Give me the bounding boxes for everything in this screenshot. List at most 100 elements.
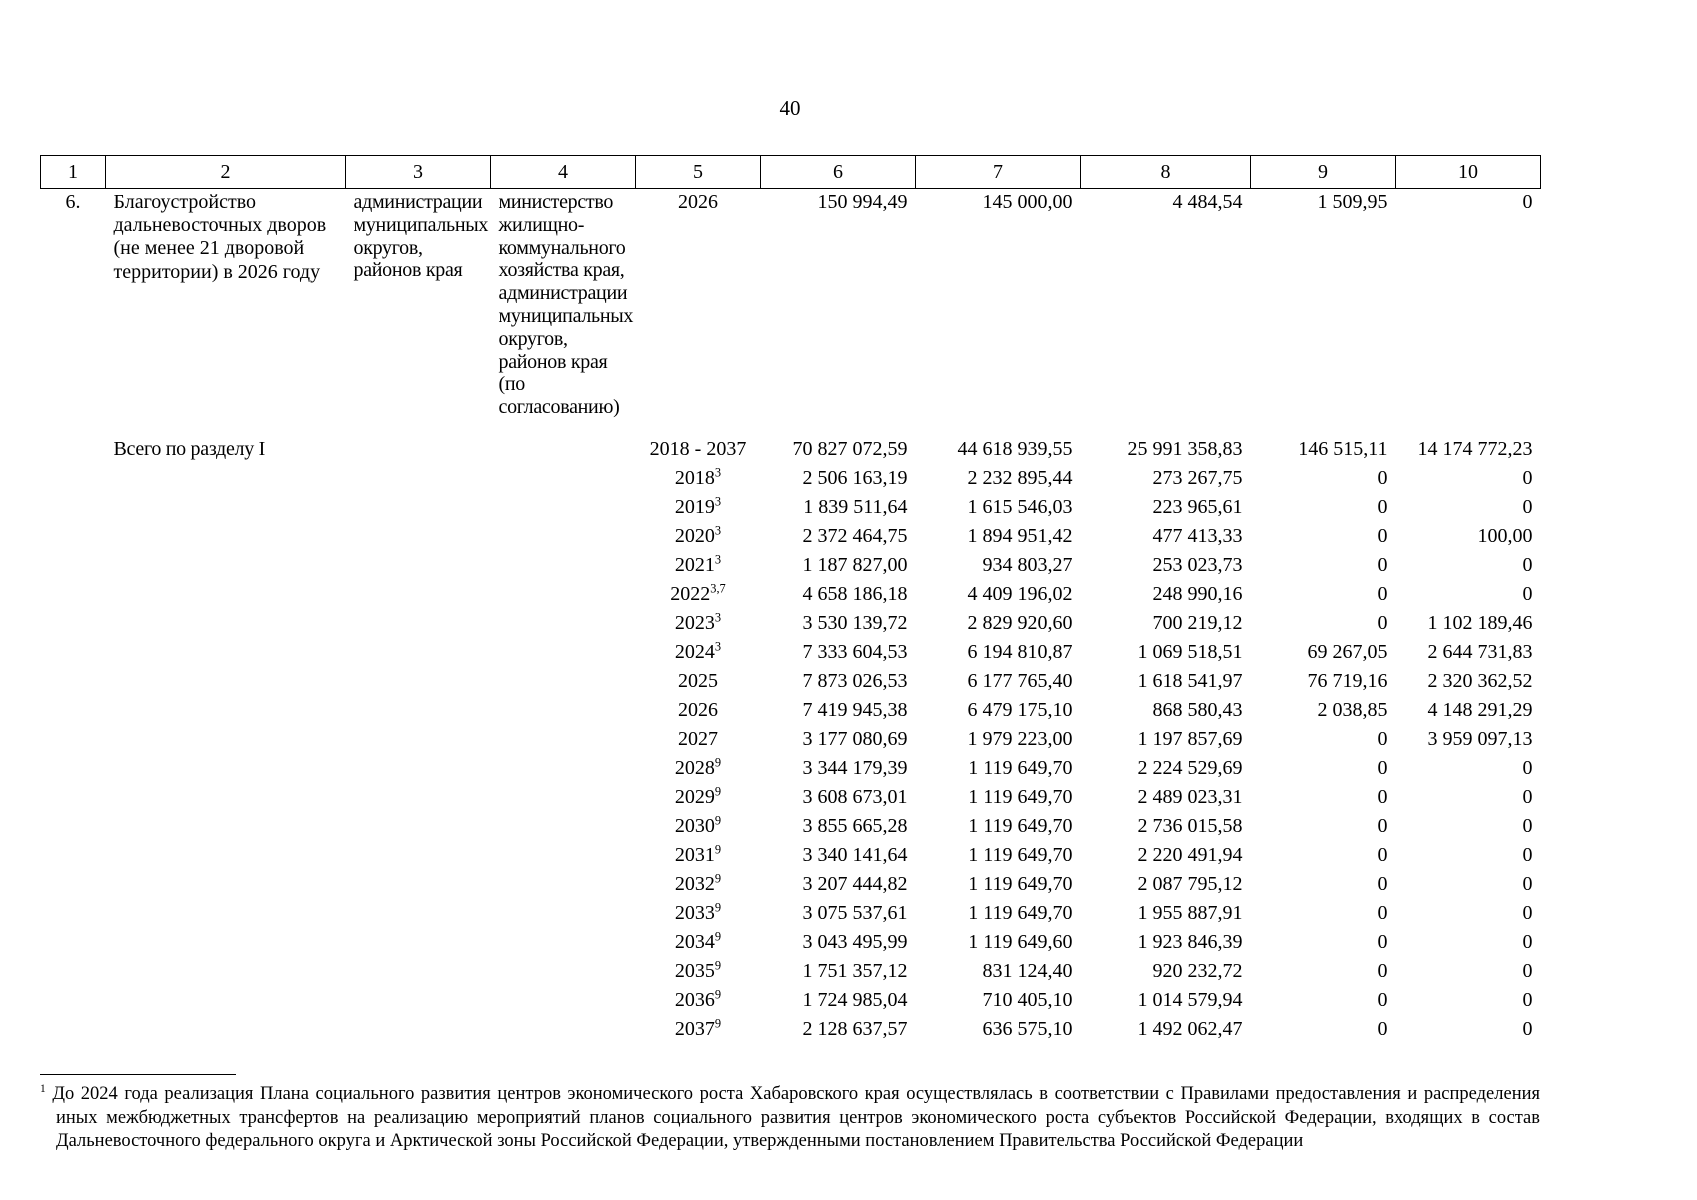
section-total-label (106, 870, 346, 899)
empty-cell (346, 609, 491, 638)
empty-cell (41, 696, 106, 725)
value-cell: 636 575,10 (982, 1017, 1073, 1040)
empty-cell (491, 899, 636, 928)
empty-cell (346, 812, 491, 841)
total-row: 20223,7 4 658 186,18 4 409 196,02 248 990,1… (41, 580, 1541, 609)
year-cell: 20349 (674, 929, 722, 953)
total-row: 20243 7 333 604,53 6 194 810,87 1 069 518,5… (41, 638, 1541, 667)
value-cell: 2 224 529,69 (1137, 756, 1243, 779)
value-cell: 1 618 541,97 (1137, 669, 1243, 692)
col-header-2: 2 (105, 155, 346, 189)
value-cell: 7 333 604,53 (802, 640, 908, 663)
empty-cell (491, 522, 636, 551)
value-cell: 1 119 649,70 (968, 843, 1073, 866)
year-cell: 20243 (674, 639, 722, 663)
value-cell: 253 023,73 (1152, 553, 1243, 576)
total-row: 20379 2 128 637,57 636 575,10 1 492 062,47 0… (41, 1015, 1541, 1044)
value-cell: 100,00 (1477, 524, 1533, 547)
total-row: 2025 7 873 026,53 6 177 765,40 1 618 541,97… (41, 667, 1541, 696)
value-cell: 0 (1522, 814, 1533, 837)
empty-cell (346, 464, 491, 493)
value-cell: 1 509,95 (1317, 191, 1388, 213)
value-cell: 1 014 579,94 (1137, 988, 1243, 1011)
section-total-label: Всего по разделу I (113, 437, 266, 460)
empty-cell (491, 421, 636, 464)
value-cell: 0 (1522, 988, 1533, 1011)
empty-cell (41, 464, 106, 493)
value-cell: 3 207 444,82 (802, 872, 908, 895)
empty-cell (491, 754, 636, 783)
empty-cell (491, 638, 636, 667)
value-cell: 0 (1522, 466, 1533, 489)
total-row: Всего по разделу I 2018 - 2037 70 827 072,… (41, 421, 1541, 464)
empty-cell (41, 957, 106, 986)
empty-cell (346, 421, 491, 464)
value-cell: 1 979 223,00 (967, 727, 1073, 750)
value-cell: 710 405,10 (982, 988, 1073, 1011)
total-row: 20213 1 187 827,00 934 803,27 253 023,73 0 0 (41, 551, 1541, 580)
value-cell: 3 959 097,13 (1427, 727, 1533, 750)
value-cell: 0 (1377, 814, 1388, 837)
value-cell: 1 187 827,00 (802, 553, 908, 576)
year-cell: 20203 (674, 523, 722, 547)
value-cell: 0 (1522, 495, 1533, 518)
event-name: Благоустройство дальневосточных дворов (… (113, 191, 327, 283)
value-cell: 0 (1522, 843, 1533, 866)
value-cell: 0 (1377, 524, 1388, 547)
section-total-label (106, 986, 346, 1015)
value-cell: 2 736 015,58 (1137, 814, 1243, 837)
totals-body: Всего по разделу I 2018 - 2037 70 827 072,… (41, 421, 1541, 1044)
col-header-4: 4 (490, 155, 636, 189)
empty-cell (346, 580, 491, 609)
value-cell: 1 615 546,03 (967, 495, 1073, 518)
col-header-8: 8 (1080, 155, 1251, 189)
value-cell: 2 320 362,52 (1427, 669, 1533, 692)
value-cell: 146 515,11 (1298, 437, 1388, 460)
value-cell: 2 644 731,83 (1427, 640, 1533, 663)
value-cell: 0 (1377, 727, 1388, 750)
value-cell: 3 177 080,69 (802, 727, 908, 750)
total-row: 20193 1 839 511,64 1 615 546,03 223 965,61 0… (41, 493, 1541, 522)
value-cell: 4 658 186,18 (802, 582, 908, 605)
value-cell: 0 (1377, 756, 1388, 779)
value-cell: 76 719,16 (1307, 669, 1388, 692)
value-cell: 0 (1522, 756, 1533, 779)
value-cell: 7 873 026,53 (802, 669, 908, 692)
empty-cell (346, 522, 491, 551)
empty-cell (41, 522, 106, 551)
total-row: 20289 3 344 179,39 1 119 649,70 2 224 529,6… (41, 754, 1541, 783)
total-row: 20349 3 043 495,99 1 119 649,60 1 923 846,3… (41, 928, 1541, 957)
year-cell: 20299 (674, 784, 722, 808)
total-row: 20183 2 506 163,19 2 232 895,44 273 267,75 0… (41, 464, 1541, 493)
value-cell: 1 724 985,04 (802, 988, 908, 1011)
year-cell: 2027 (678, 727, 718, 750)
footnote-separator-line (40, 1073, 236, 1075)
empty-cell (491, 928, 636, 957)
footnote-block: 1 До 2024 года реализация Плана социальн… (40, 1073, 1540, 1154)
footnote: 1 До 2024 года реализация Плана социальн… (40, 1083, 1540, 1154)
year-cell: 20329 (674, 871, 722, 895)
value-cell: 0 (1522, 959, 1533, 982)
value-cell: 2 489 023,31 (1137, 785, 1243, 808)
value-cell: 0 (1377, 872, 1388, 895)
empty-cell (41, 986, 106, 1015)
value-cell: 1 119 649,70 (968, 756, 1073, 779)
section-total-label (106, 841, 346, 870)
year-cell: 2026 (678, 191, 718, 213)
footnote-text: До 2024 года реализация Плана социальног… (52, 1083, 1541, 1152)
empty-cell (41, 493, 106, 522)
participants: министерство жилищно-коммунального хозяй… (498, 191, 634, 419)
section-total-label (106, 493, 346, 522)
value-cell: 0 (1377, 553, 1388, 576)
col-header-10: 10 (1395, 155, 1541, 189)
col-header-1: 1 (40, 155, 106, 189)
empty-cell (491, 580, 636, 609)
value-cell: 0 (1377, 988, 1388, 1011)
empty-cell (41, 754, 106, 783)
empty-cell (346, 725, 491, 754)
empty-cell (41, 421, 106, 464)
value-cell: 0 (1522, 785, 1533, 808)
value-cell: 2 087 795,12 (1137, 872, 1243, 895)
empty-cell (491, 551, 636, 580)
value-cell: 477 413,33 (1152, 524, 1243, 547)
